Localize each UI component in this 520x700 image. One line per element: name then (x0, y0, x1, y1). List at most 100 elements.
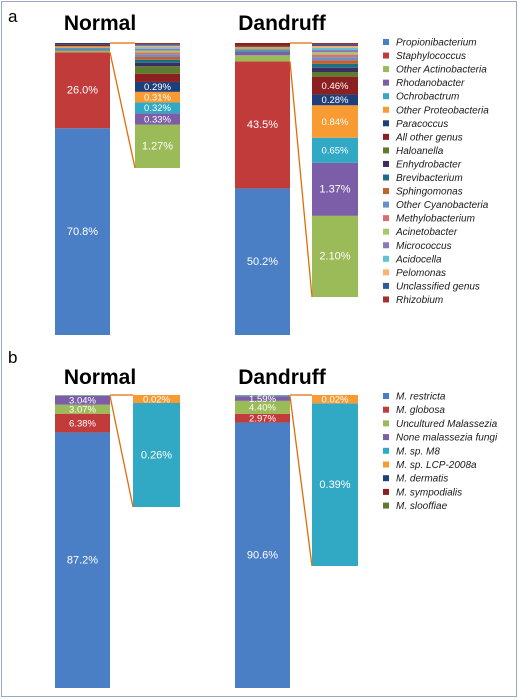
normal-main-segment-staphylococcus (55, 52, 110, 129)
dandruff-zoom-segment-other-actinobacteria (312, 215, 358, 297)
legend-swatch-ochrobactrum (383, 93, 389, 100)
dandruff-title: Dandruff (238, 12, 326, 35)
dandruff-connector-bottom (289, 61, 313, 298)
normal-zoom-segment-m-sp-m8 (133, 403, 180, 507)
dandruff-main-segment-m-restricta (235, 422, 290, 688)
normal-zoom-label-m-sp-lcp-2008a: 0.02% (143, 394, 170, 405)
dandruff-main-segment-m-sp-m8 (235, 395, 290, 397)
normal-main-segment-paracoccus (55, 43, 110, 45)
dandruff-zoom-segment-acidocella (312, 48, 358, 50)
normal-zoom-label-other-actinobacteria: 1.27% (142, 141, 173, 153)
legend-label-uncultured-malassezia: Uncultured Malassezia (396, 419, 498, 430)
legend-label-haloanella: Haloanella (396, 146, 444, 157)
legend-swatch-unclassified-genus (383, 282, 389, 289)
legend-swatch-m-slooffiae (383, 502, 389, 509)
legend-swatch-m-sp-m8 (383, 447, 389, 454)
dandruff-main-segment-uncultured-malassezia (235, 400, 290, 414)
dandruff-main-segment-rhodanobacter (235, 51, 290, 56)
legend-swatch-paracoccus (383, 120, 389, 127)
dandruff-zoom-segment-micrococcus (312, 49, 358, 53)
dandruff-zoom-segment-enhydrobacter (312, 67, 358, 72)
dandruff-connector-bottom (289, 396, 313, 567)
dandruff-title: Dandruff (238, 366, 326, 389)
legend-label-sphingomonas: Sphingomonas (396, 187, 463, 198)
dandruff-main-segment-ochrobactrum (235, 49, 290, 52)
legend-swatch-uncultured-malassezia (383, 420, 389, 427)
legend-swatch-micrococcus (383, 242, 389, 249)
normal-zoom-segment-haloanella (135, 66, 180, 74)
dandruff-main-segment-other-proteobacteria (235, 46, 290, 50)
dandruff-zoom-segment-methylobacterium (312, 54, 358, 58)
dandruff-main-label-uncultured-malassezia: 4.40% (249, 403, 276, 414)
legend-swatch-rhizobium (383, 296, 389, 303)
legend-label-all-other-genus: All other genus (395, 132, 463, 143)
dandruff-zoom-segment-unclassified-genus (312, 44, 358, 47)
legend-swatch-all-other-genus (383, 133, 389, 140)
dandruff-main-segment-all-other-genus (235, 43, 290, 46)
normal-main-segment-ochrobactrum (55, 47, 110, 50)
legend-label-acinetobacter: Acinetobacter (395, 227, 458, 238)
normal-title: Normal (64, 366, 136, 389)
legend-panel-a: Propionibacterium Staphylococcus Other Act… (383, 38, 489, 306)
normal-zoom-segment-pelomonas (135, 45, 180, 48)
dandruff-zoom-segment-haloanella (312, 71, 358, 77)
legend-label-ochrobactrum: Ochrobactrum (396, 92, 459, 103)
dandruff-zoom-label-other-actinobacteria: 2.10% (319, 251, 350, 263)
normal-zoom-label-rhodanobacter: 0.33% (144, 114, 171, 125)
legend-swatch-haloanella (383, 147, 389, 154)
dandruff-group: Dandruff 50.2% 43.5% 2.10% 1.37% 0.65% 0.84% 0.… (235, 12, 358, 335)
legend-label-other-cyanobacteria: Other Cyanobacteria (396, 200, 489, 211)
legend-label-brevibacterium: Brevibacterium (396, 173, 463, 184)
legend-label-acidocella: Acidocella (395, 254, 442, 265)
normal-main-label-m-restricta: 87.2% (67, 555, 98, 567)
normal-zoom-label-m-sp-m8: 0.26% (141, 449, 172, 461)
normal-main-segment-m-sp-m8 (55, 395, 110, 396)
legend-label-paracoccus: Paracoccus (396, 119, 448, 130)
normal-zoom-segment-acidocella (135, 47, 180, 49)
legend-label-m-sympodialis: M. sympodialis (396, 487, 462, 498)
legend-swatch-acinetobacter (383, 228, 389, 235)
normal-zoom-segment-micrococcus (135, 48, 180, 51)
normal-group: Normal 70.8% 26.0% 1.27% 0.33%0.32%0.31%0.29… (55, 12, 180, 335)
legend-label-m-sp-lcp-2008a: M. sp. LCP-2008a (396, 460, 477, 471)
normal-main-label-staphylococcus: 26.0% (67, 85, 98, 97)
dandruff-zoom-segment-ochrobactrum (312, 137, 358, 163)
panel-b: Normal87.2%6.38%3.07%3.04%0.26%0.02%Dand… (55, 366, 498, 688)
dandruff-zoom-label-m-sp-lcp-2008a: 0.02% (322, 394, 349, 405)
normal-main-label-propionibacterium: 70.8% (67, 226, 98, 238)
dandruff-main-segment-m-globosa (235, 413, 290, 423)
legend-label-m-sp-m8: M. sp. M8 (396, 446, 440, 457)
panel-letter-b: b (8, 348, 17, 367)
panel-a: Normal 70.8% 26.0% 1.27% 0.33%0.32%0.31%0.29… (55, 12, 489, 335)
dandruff-zoom-segment-m-sp-m8 (312, 403, 358, 566)
dandruff-main-label-propionibacterium: 50.2% (247, 256, 278, 268)
legend-swatch-acidocella (383, 255, 389, 262)
normal-zoom-segment-enhydrobacter (135, 62, 180, 67)
dandruff-group: Dandruff 90.6% 2.97%4.40% 0.39% 0.02% 1.59% (235, 366, 358, 688)
normal-zoom-label-ochrobactrum: 0.32% (144, 103, 171, 114)
normal-main-segment-all-other-genus (55, 44, 110, 47)
legend-label-methylobacterium: Methylobacterium (396, 214, 475, 225)
normal-zoom-segment-all-other-genus (135, 73, 180, 82)
panel-letter-a: a (8, 7, 18, 26)
legend-swatch-m-globosa (383, 406, 389, 413)
normal-zoom-segment-rhodanobacter (135, 113, 180, 125)
normal-title: Normal (64, 12, 136, 35)
normal-main-label-none-malassezia-fungi: 3.04% (69, 396, 96, 407)
dandruff-zoom-segment-rhizobium (312, 43, 358, 45)
legend-label-unclassified-genus: Unclassified genus (396, 281, 480, 292)
legend-swatch-m-sp-lcp-2008a (383, 461, 389, 468)
normal-zoom-segment-unclassified-genus (135, 44, 180, 46)
normal-zoom-segment-methylobacterium (135, 52, 180, 55)
normal-zoom-segment-other-actinobacteria (135, 124, 180, 168)
legend-label-staphylococcus: Staphylococcus (396, 51, 466, 62)
legend-label-propionibacterium: Propionibacterium (396, 38, 477, 49)
legend-label-micrococcus: Micrococcus (396, 241, 452, 252)
legend-label-m-restricta: M. restricta (396, 392, 446, 403)
dandruff-zoom-segment-paracoccus (312, 94, 358, 106)
legend-swatch-methylobacterium (383, 215, 389, 222)
legend-panel-b: M. restricta M. globosa Uncultured Malasse… (383, 392, 498, 512)
legend-swatch-pelomonas (383, 269, 389, 276)
legend-label-enhydrobacter: Enhydrobacter (396, 159, 462, 170)
legend-swatch-brevibacterium (383, 174, 389, 181)
